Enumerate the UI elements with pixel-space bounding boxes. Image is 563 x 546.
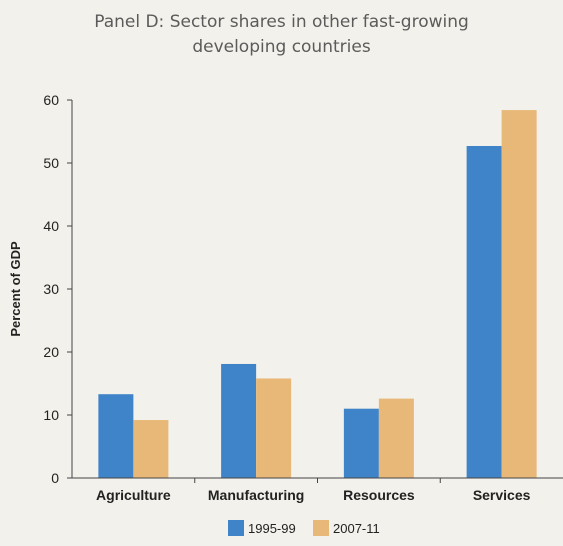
bar-2007-11-manufacturing bbox=[256, 378, 292, 478]
y-tick-label: 0 bbox=[51, 470, 59, 486]
chart-title: Panel D: Sector shares in other fast-gro… bbox=[94, 12, 469, 57]
bar-2007-11-services bbox=[501, 110, 537, 478]
y-axis: 0 10 20 30 40 50 60 bbox=[43, 92, 73, 486]
legend-label: 1995-99 bbox=[248, 521, 296, 536]
x-axis: Agriculture Manufacturing Resources Service… bbox=[72, 477, 563, 503]
legend-swatch-1995-99 bbox=[228, 520, 244, 536]
bar-group bbox=[98, 110, 537, 479]
y-tick-label: 50 bbox=[43, 155, 59, 171]
y-axis-label: Percent of GDP bbox=[8, 241, 23, 337]
x-tick-label: Manufacturing bbox=[208, 487, 304, 503]
legend: 1995-99 2007-11 bbox=[228, 520, 380, 536]
bar-1995-99-services bbox=[466, 145, 502, 479]
y-tick-label: 10 bbox=[43, 407, 59, 423]
y-tick-label: 40 bbox=[43, 218, 59, 234]
y-tick-label: 30 bbox=[43, 281, 59, 297]
y-tick-label: 60 bbox=[43, 92, 59, 108]
legend-swatch-2007-11 bbox=[313, 520, 329, 536]
x-tick-label: Resources bbox=[343, 487, 415, 503]
x-tick-label: Services bbox=[473, 487, 531, 503]
bar-1995-99-agriculture bbox=[98, 394, 134, 478]
legend-label: 2007-11 bbox=[333, 521, 380, 536]
x-tick-label: Agriculture bbox=[96, 487, 171, 503]
bar-2007-11-agriculture bbox=[133, 420, 169, 478]
y-tick-label: 20 bbox=[43, 344, 59, 360]
bar-1995-99-resources bbox=[343, 408, 379, 478]
bar-2007-11-resources bbox=[378, 398, 414, 478]
bar-1995-99-manufacturing bbox=[221, 363, 257, 478]
